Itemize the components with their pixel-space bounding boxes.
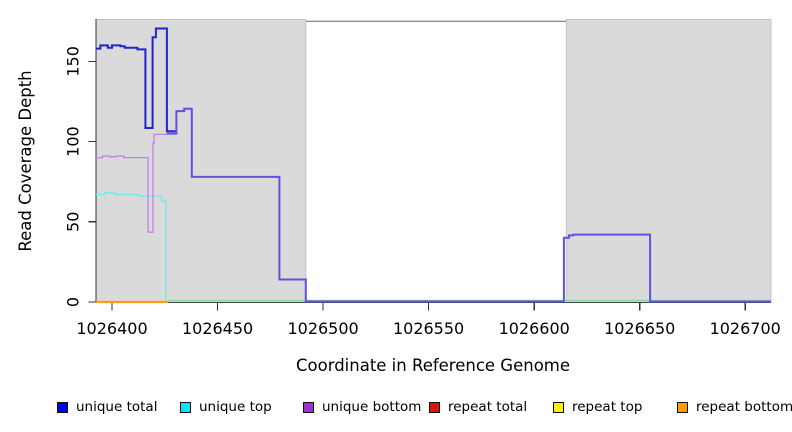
legend-swatch-unique-top <box>180 401 191 413</box>
chart-canvas: 1026400 1026450 1026500 1026550 1026600 10266… <box>16 19 781 375</box>
x-axis-title: Coordinate in Reference Genome <box>296 356 570 375</box>
x-tick-label-1026650: 1026650 <box>604 319 675 338</box>
x-tick-label-1026700: 1026700 <box>710 319 781 338</box>
repeat-region-1 <box>95 19 307 303</box>
x-tick-label-1026500: 1026500 <box>287 319 358 338</box>
legend-swatch-repeat-total <box>429 401 440 413</box>
legend-label-repeat-top: repeat top <box>572 399 643 415</box>
y-axis-title: Read Coverage Depth <box>16 70 35 251</box>
legend-swatch-repeat-top <box>553 401 564 413</box>
y-tick-label-150: 150 <box>64 46 83 77</box>
series-lines <box>96 27 771 304</box>
unique-top-line <box>96 192 167 301</box>
x-tick-label-1026400: 1026400 <box>76 319 147 338</box>
legend-swatch-unique-total <box>57 401 68 413</box>
legend-label-unique-total: unique total <box>76 399 158 415</box>
legend-item-unique-bottom: unique bottom <box>303 399 421 415</box>
shaded-regions <box>95 19 772 303</box>
repeat-region-2 <box>565 19 772 303</box>
unique-total-over-unique-bottom-merged-line <box>166 107 771 303</box>
legend-label-repeat-bottom: repeat bottom <box>696 399 792 415</box>
y-tick-label-100: 100 <box>64 126 83 157</box>
legend-item-unique-top: unique top <box>180 399 272 415</box>
x-tick-label-1026450: 1026450 <box>182 319 253 338</box>
y-tick-label-50: 50 <box>64 212 83 232</box>
legend-item-unique-total: unique total <box>57 399 157 415</box>
axes: 1026400 1026450 1026500 1026550 1026600 10266… <box>64 19 781 338</box>
unique-total-line <box>96 27 177 133</box>
legend-item-repeat-top: repeat top <box>553 399 642 415</box>
y-tick-label-0: 0 <box>64 297 83 307</box>
x-tick-label-1026600: 1026600 <box>499 319 570 338</box>
legend-label-unique-top: unique top <box>199 399 272 415</box>
legend-label-repeat-total: repeat total <box>448 399 528 415</box>
unique-bottom-line <box>96 132 177 233</box>
legend: unique total unique top unique bottom repea… <box>0 399 792 417</box>
x-tick-label-1026550: 1026550 <box>393 319 464 338</box>
legend-item-repeat-total: repeat total <box>429 399 527 415</box>
legend-label-unique-bottom: unique bottom <box>322 399 422 415</box>
legend-swatch-unique-bottom <box>303 401 314 413</box>
legend-swatch-repeat-bottom <box>677 401 688 413</box>
legend-item-repeat-bottom: repeat bottom <box>677 399 792 415</box>
